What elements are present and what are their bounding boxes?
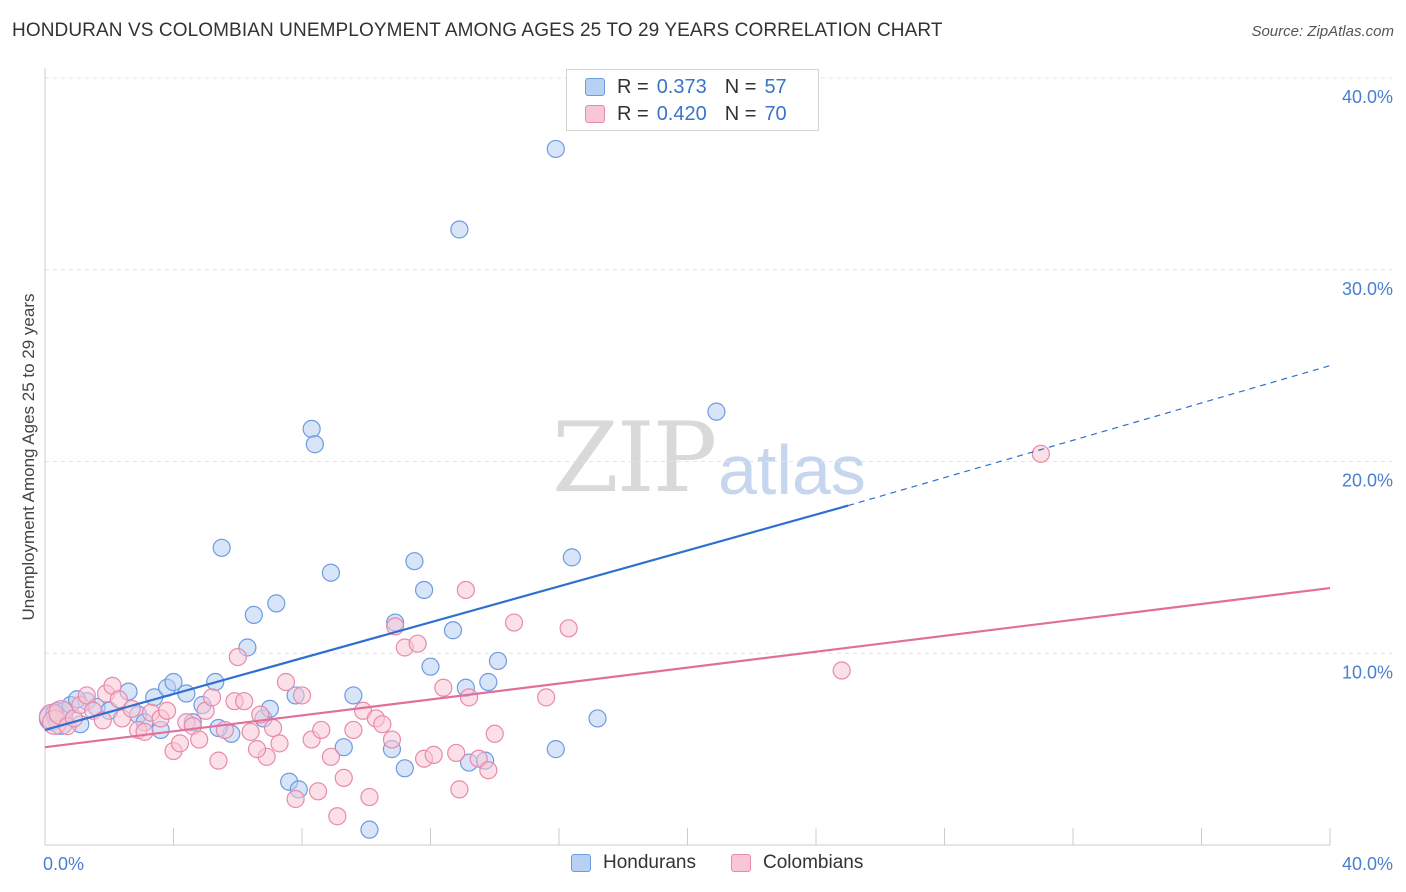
point-hondurans bbox=[302, 419, 321, 439]
point-colombians bbox=[408, 634, 427, 653]
trend-extension-hondurans bbox=[847, 365, 1331, 507]
point-colombians bbox=[312, 720, 331, 740]
point-hondurans bbox=[321, 563, 341, 582]
point-colombians bbox=[450, 780, 469, 799]
point-colombians bbox=[456, 580, 475, 600]
point-colombians bbox=[286, 789, 305, 809]
point-colombians bbox=[447, 743, 466, 763]
correlation-legend: R = 0.373 N = 57 R = 0.420 N = 70 bbox=[566, 69, 819, 131]
point-colombians bbox=[247, 740, 267, 759]
y-tick-label: 40.0% bbox=[1342, 87, 1393, 107]
point-colombians bbox=[479, 761, 498, 780]
point-hondurans bbox=[344, 686, 363, 705]
point-hondurans bbox=[164, 672, 183, 692]
bottom-legend-hondurans: Hondurans bbox=[571, 852, 696, 874]
point-hondurans bbox=[305, 435, 324, 454]
legend-row-hondurans: R = 0.373 N = 57 bbox=[585, 74, 787, 100]
point-colombians bbox=[559, 619, 578, 638]
x-tick-label: 0.0% bbox=[43, 854, 84, 874]
point-hondurans bbox=[267, 594, 286, 613]
point-colombians bbox=[251, 705, 270, 724]
point-colombians bbox=[228, 647, 247, 667]
legend-r-label: R = bbox=[617, 102, 649, 125]
legend-n-value: 57 bbox=[764, 75, 787, 98]
point-colombians bbox=[276, 672, 296, 692]
chart-title: HONDURAN VS COLOMBIAN UNEMPLOYMENT AMONG… bbox=[12, 20, 943, 41]
point-hondurans bbox=[360, 820, 379, 839]
x-tick-label: 40.0% bbox=[1342, 854, 1393, 874]
point-colombians bbox=[270, 734, 289, 753]
point-colombians bbox=[292, 686, 312, 705]
point-colombians bbox=[334, 768, 353, 787]
legend-swatch-hondurans bbox=[585, 78, 605, 96]
bottom-legend-colombians: Colombians bbox=[731, 852, 863, 874]
watermark-zip: ZIP bbox=[552, 402, 717, 514]
point-colombians bbox=[459, 688, 479, 707]
point-hondurans bbox=[244, 605, 263, 625]
point-colombians bbox=[360, 787, 379, 807]
point-hondurans bbox=[405, 552, 424, 571]
legend-r-value: 0.373 bbox=[656, 75, 707, 98]
point-colombians bbox=[321, 747, 341, 766]
point-colombians bbox=[263, 718, 283, 738]
point-hondurans bbox=[395, 759, 414, 778]
point-colombians bbox=[235, 692, 254, 711]
point-hondurans bbox=[479, 672, 498, 692]
point-hondurans bbox=[546, 740, 565, 759]
point-colombians bbox=[109, 690, 128, 709]
point-colombians bbox=[373, 715, 392, 734]
point-colombians bbox=[832, 661, 851, 680]
trend-line-hondurans bbox=[44, 504, 849, 732]
bottom-legend-swatch-hondurans bbox=[571, 854, 591, 872]
y-tick-label: 20.0% bbox=[1342, 471, 1393, 491]
trend-line-colombians bbox=[44, 586, 1331, 749]
point-hondurans bbox=[443, 621, 463, 640]
legend-n-label: N = bbox=[724, 102, 757, 125]
point-colombians bbox=[241, 722, 260, 741]
watermark-atlas: atlas bbox=[718, 431, 866, 509]
point-colombians bbox=[157, 701, 177, 720]
point-hondurans bbox=[562, 548, 581, 567]
point-colombians bbox=[1031, 444, 1050, 463]
point-colombians bbox=[434, 678, 453, 697]
point-hondurans bbox=[707, 402, 726, 421]
point-colombians bbox=[382, 730, 402, 749]
point-colombians bbox=[209, 751, 228, 770]
source-label: Source: ZipAtlas.com bbox=[1251, 23, 1394, 40]
point-hondurans bbox=[177, 684, 196, 703]
point-hondurans bbox=[450, 220, 469, 239]
legend-r-label: R = bbox=[617, 75, 649, 98]
legend-n-label: N = bbox=[724, 75, 757, 98]
point-colombians bbox=[504, 613, 524, 632]
point-colombians bbox=[308, 782, 328, 801]
point-colombians bbox=[190, 730, 209, 749]
point-colombians bbox=[202, 688, 222, 707]
point-hondurans bbox=[546, 139, 565, 159]
y-tick-label: 30.0% bbox=[1342, 279, 1393, 299]
legend-swatch-colombians bbox=[585, 105, 605, 123]
point-colombians bbox=[537, 688, 556, 707]
legend-n-value: 70 bbox=[764, 102, 787, 125]
point-colombians bbox=[344, 720, 363, 740]
point-colombians bbox=[170, 734, 190, 753]
legend-row-colombians: R = 0.420 N = 70 bbox=[585, 101, 787, 127]
point-colombians bbox=[485, 724, 504, 743]
point-hondurans bbox=[334, 738, 353, 757]
point-hondurans bbox=[488, 651, 508, 671]
point-hondurans bbox=[212, 538, 231, 557]
legend-r-value: 0.420 bbox=[656, 102, 707, 125]
point-colombians bbox=[77, 686, 96, 705]
point-hondurans bbox=[421, 657, 440, 676]
point-hondurans bbox=[588, 709, 607, 728]
bottom-legend-swatch-colombians bbox=[731, 854, 751, 872]
point-colombians bbox=[135, 722, 154, 741]
y-tick-label: 10.0% bbox=[1342, 662, 1393, 682]
point-hondurans bbox=[414, 580, 434, 600]
bottom-legend-label-colombians: Colombians bbox=[763, 852, 864, 873]
bottom-legend-label-hondurans: Hondurans bbox=[603, 852, 696, 873]
point-colombians bbox=[424, 745, 443, 764]
point-colombians bbox=[328, 807, 347, 826]
